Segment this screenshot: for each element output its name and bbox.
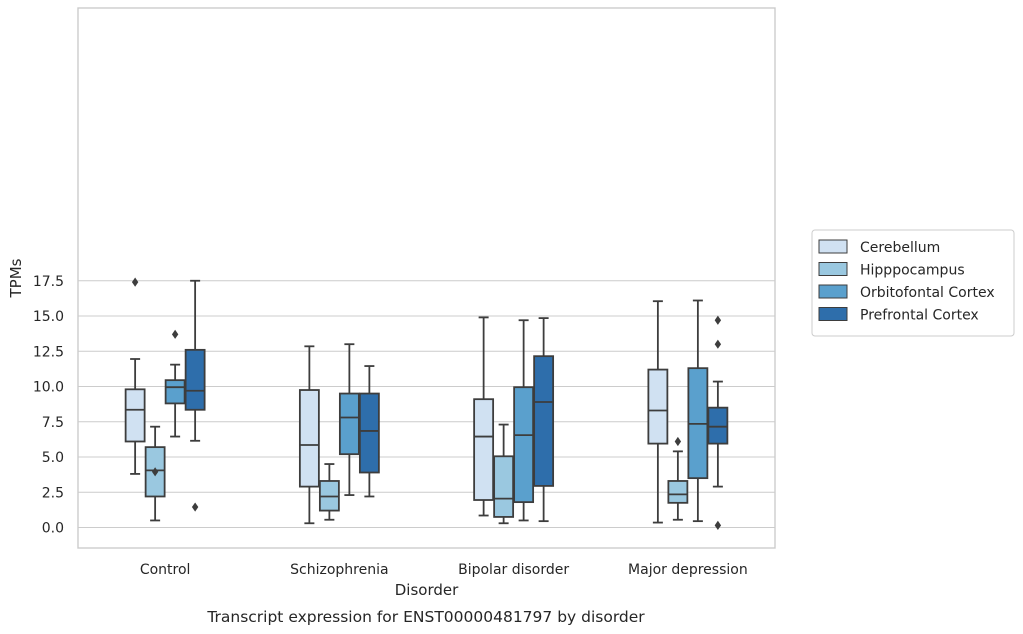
box-plot-area [124, 277, 729, 530]
box-iqr [338, 392, 360, 456]
y-tick-label: 17.5 [33, 274, 64, 290]
outlier-point [714, 315, 722, 325]
box-hipppocampus [667, 436, 689, 521]
box-cerebellum [124, 277, 146, 475]
outlier-point [171, 329, 179, 339]
outlier-point [714, 339, 722, 349]
box-iqr [667, 480, 689, 504]
legend-label: Hipppocampus [860, 263, 965, 279]
y-tick-label: 5.0 [42, 450, 64, 466]
axes: 0.0 2.5 5.0 7.5 10.0 12.5 15.0 17.5 Control Schiz… [33, 7, 776, 578]
box-iqr [164, 379, 186, 405]
box-iqr [513, 386, 535, 504]
box-iqr [647, 368, 669, 445]
legend-swatch [818, 262, 848, 276]
legend-swatch [818, 284, 848, 299]
box-orbitofontal-cortex [513, 319, 535, 522]
box-iqr [124, 388, 146, 443]
box-hipppocampus [318, 463, 340, 521]
box-cerebellum [473, 316, 495, 517]
x-axis-title: Disorder [395, 581, 459, 599]
y-tick-label: 15.0 [33, 309, 64, 325]
plot-frame [77, 7, 776, 549]
x-tick-label: Schizophrenia [290, 562, 388, 578]
box-hipppocampus [144, 425, 166, 522]
y-tick-label: 2.5 [42, 485, 64, 501]
x-tick-label: Major depression [628, 562, 748, 578]
legend-label: Prefrontal Cortex [860, 308, 979, 324]
box-orbitofontal-cortex [338, 343, 360, 496]
box-prefrontal-cortex [358, 365, 380, 498]
y-axis-title: TPMs [7, 258, 25, 298]
box-prefrontal-cortex [533, 317, 555, 523]
legend: Cerebellum Hipppocampus Orbitofontal Corte… [811, 229, 1015, 337]
chart-caption: Transcript expression for ENST0000048179… [206, 608, 645, 626]
x-tick-label: Control [140, 562, 191, 578]
legend-swatch [818, 307, 848, 321]
box-iqr [184, 348, 206, 411]
box-orbitofontal-cortex [164, 329, 186, 438]
box-cerebellum [298, 345, 320, 525]
outlier-point [714, 520, 722, 530]
legend-label: Cerebellum [860, 240, 940, 256]
legend-label: Orbitofontal Cortex [860, 285, 995, 301]
box-iqr [493, 455, 515, 518]
outlier-point [151, 467, 159, 477]
legend-frame [811, 229, 1015, 337]
y-tick-label: 7.5 [42, 415, 64, 431]
box-cerebellum [647, 300, 669, 524]
box-orbitofontal-cortex [687, 299, 709, 523]
box-prefrontal-cortex [184, 279, 206, 512]
box-prefrontal-cortex [707, 315, 729, 530]
box-hipppocampus [493, 423, 515, 525]
box-iqr [707, 406, 729, 445]
box-iqr [473, 398, 495, 501]
y-tick-label: 10.0 [33, 380, 64, 396]
box-iqr [533, 355, 555, 487]
x-tick-label: Bipolar disorder [458, 562, 569, 578]
outlier-point [674, 436, 682, 447]
legend-swatch [818, 239, 848, 254]
y-tick-label: 12.5 [33, 344, 64, 360]
outlier-point [131, 277, 139, 287]
box-iqr [298, 389, 320, 488]
y-tick-label: 0.0 [42, 521, 64, 537]
outlier-point [191, 502, 199, 512]
box-iqr [358, 392, 380, 474]
